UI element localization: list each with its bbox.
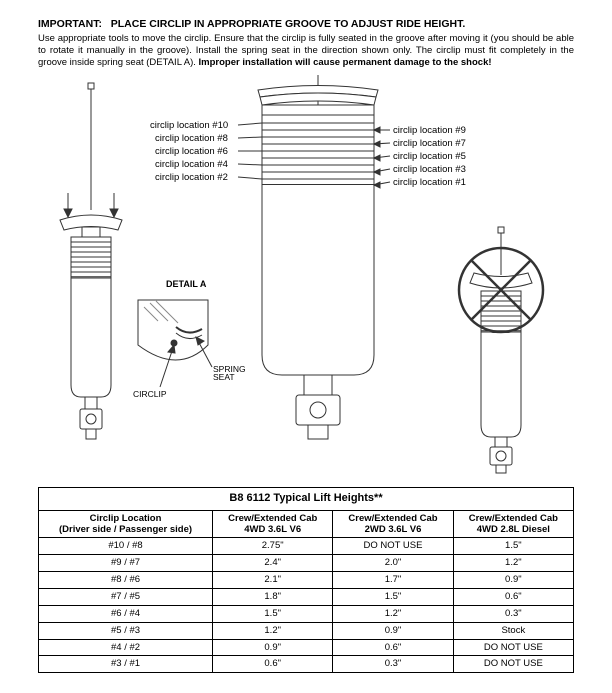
table-cell: 2.1" — [213, 572, 333, 589]
diagram-svg — [38, 75, 574, 485]
table-cell: DO NOT USE — [333, 538, 453, 555]
table-row: #5 / #31.2"0.9"Stock — [39, 622, 574, 639]
table-cell: DO NOT USE — [453, 639, 573, 656]
table-cell: #4 / #2 — [39, 639, 213, 656]
table-cell: 1.2" — [333, 605, 453, 622]
table-cell: #5 / #3 — [39, 622, 213, 639]
intro-warning: Improper installation will cause permane… — [199, 57, 492, 68]
table-cell: 1.2" — [213, 622, 333, 639]
lift-heights-table: B8 6112 Typical Lift Heights** Circlip L… — [38, 487, 574, 674]
important-title: PLACE CIRCLIP IN APPROPRIATE GROOVE TO A… — [111, 18, 466, 30]
important-prefix: IMPORTANT: — [38, 18, 102, 30]
table-cell: 0.6" — [453, 588, 573, 605]
table-row: #10 / #82.75"DO NOT USE1.5" — [39, 538, 574, 555]
table-title: B8 6112 Typical Lift Heights** — [39, 487, 574, 510]
table-cell: 0.9" — [453, 572, 573, 589]
col0-l2: (Driver side / Passenger side) — [59, 524, 192, 535]
table-cell: 0.3" — [453, 605, 573, 622]
diagram-area: circlip location #10 circlip location #8… — [38, 75, 574, 485]
detail-a — [138, 300, 212, 387]
right-shock — [459, 227, 543, 473]
table-cell: 1.5" — [453, 538, 573, 555]
table-cell: #7 / #5 — [39, 588, 213, 605]
table-body: #10 / #82.75"DO NOT USE1.5"#9 / #72.4"2.… — [39, 538, 574, 673]
col1-l2: 4WD 3.6L V6 — [244, 524, 301, 535]
table-cell: 2.75" — [213, 538, 333, 555]
col1-head: Crew/Extended Cab 4WD 3.6L V6 — [213, 510, 333, 538]
table-cell: 1.7" — [333, 572, 453, 589]
intro-paragraph: Use appropriate tools to move the circli… — [38, 33, 574, 69]
table-cell: DO NOT USE — [453, 656, 573, 673]
table-cell: 0.6" — [213, 656, 333, 673]
important-heading: IMPORTANT: PLACE CIRCLIP IN APPROPRIATE … — [38, 18, 574, 31]
col2-l1: Crew/Extended Cab — [348, 513, 437, 524]
table-row: #6 / #41.5"1.2"0.3" — [39, 605, 574, 622]
table-row: #7 / #51.8"1.5"0.6" — [39, 588, 574, 605]
table-cell: 2.4" — [213, 555, 333, 572]
table-cell: 2.0" — [333, 555, 453, 572]
table-cell: 1.5" — [213, 605, 333, 622]
col3-l1: Crew/Extended Cab — [469, 513, 558, 524]
table-row: #9 / #72.4"2.0"1.2" — [39, 555, 574, 572]
table-cell: 0.9" — [213, 639, 333, 656]
table-cell: 1.2" — [453, 555, 573, 572]
table-row: #3 / #10.6"0.3"DO NOT USE — [39, 656, 574, 673]
center-shock — [258, 75, 378, 439]
table-cell: #6 / #4 — [39, 605, 213, 622]
table-cell: 1.8" — [213, 588, 333, 605]
table-cell: Stock — [453, 622, 573, 639]
table-cell: 0.3" — [333, 656, 453, 673]
col2-l2: 2WD 3.6L V6 — [365, 524, 422, 535]
table-cell: 0.6" — [333, 639, 453, 656]
table-cell: #9 / #7 — [39, 555, 213, 572]
col0-head: Circlip Location (Driver side / Passenge… — [39, 510, 213, 538]
col1-l1: Crew/Extended Cab — [228, 513, 317, 524]
col2-head: Crew/Extended Cab 2WD 3.6L V6 — [333, 510, 453, 538]
table-row: #8 / #62.1"1.7"0.9" — [39, 572, 574, 589]
table-cell: #3 / #1 — [39, 656, 213, 673]
table-cell: #8 / #6 — [39, 572, 213, 589]
left-shock — [60, 83, 122, 439]
table-cell: 0.9" — [333, 622, 453, 639]
col0-l1: Circlip Location — [90, 513, 162, 524]
col3-head: Crew/Extended Cab 4WD 2.8L Diesel — [453, 510, 573, 538]
table-cell: #10 / #8 — [39, 538, 213, 555]
page: IMPORTANT: PLACE CIRCLIP IN APPROPRIATE … — [0, 0, 612, 693]
table-row: #4 / #20.9"0.6"DO NOT USE — [39, 639, 574, 656]
col3-l2: 4WD 2.8L Diesel — [477, 524, 550, 535]
table-cell: 1.5" — [333, 588, 453, 605]
